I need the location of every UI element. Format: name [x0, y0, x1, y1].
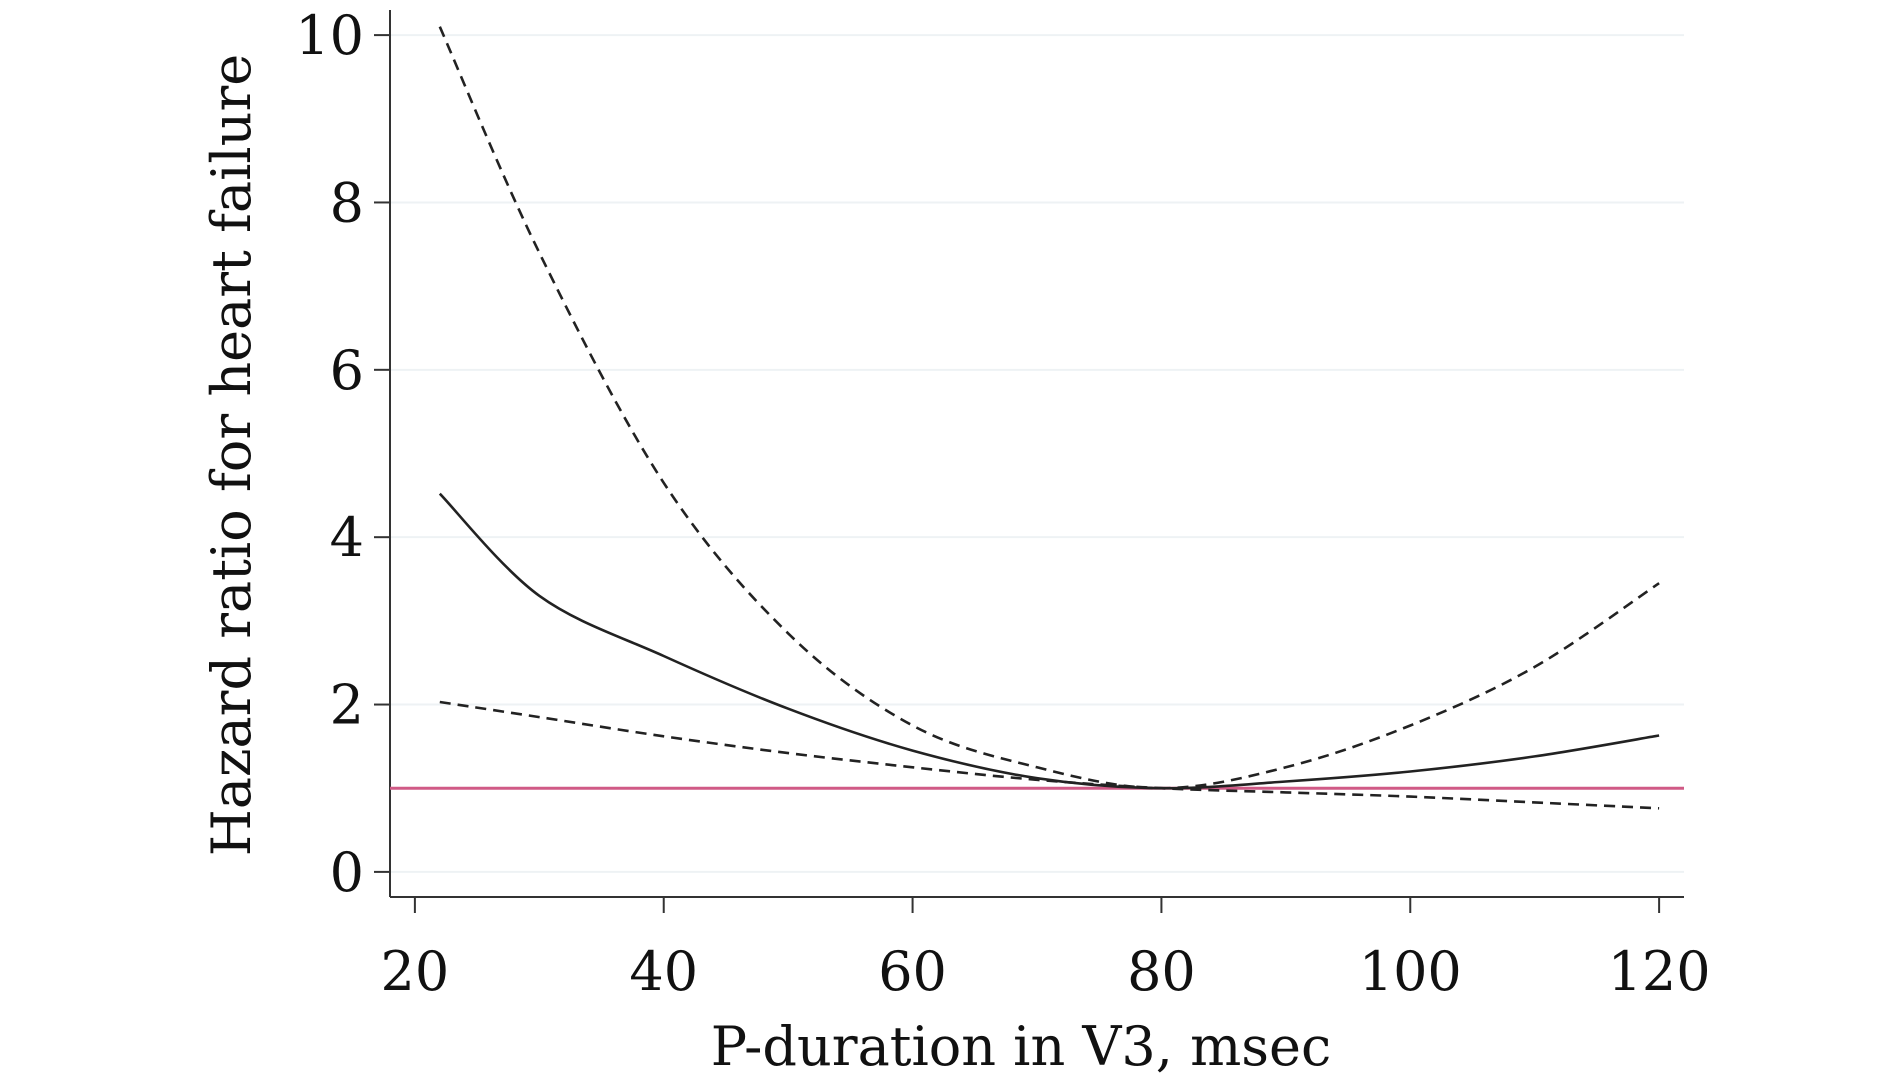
- y-tick-label: 2: [330, 674, 364, 737]
- y-tick-label: 0: [330, 841, 364, 904]
- x-tick-label: 120: [1608, 940, 1711, 1003]
- x-tick-label: 20: [381, 940, 450, 1003]
- tick-labels: 0 2 4 6 8 10 20 40 60 80 100 120: [295, 4, 1710, 1003]
- grid-lines: [390, 34, 1684, 873]
- y-axis-title: Hazard ratio for heart failure: [200, 54, 263, 857]
- lower-ci-line: [439, 700, 1660, 810]
- y-tick-label: 4: [330, 506, 364, 569]
- upper-ci-line: [438, 26, 1660, 790]
- x-tick-label: 100: [1359, 940, 1462, 1003]
- series-group: [438, 26, 1660, 810]
- x-tick-label: 60: [878, 940, 947, 1003]
- axes: [374, 10, 1684, 913]
- x-tick-label: 40: [629, 940, 698, 1003]
- y-tick-label: 8: [330, 171, 364, 234]
- y-tick-label: 6: [330, 339, 364, 402]
- x-tick-label: 80: [1127, 940, 1196, 1003]
- hazard-ratio-line: [438, 492, 1660, 790]
- y-tick-label: 10: [295, 4, 364, 67]
- x-axis-title: P-duration in V3, msec: [711, 1015, 1331, 1078]
